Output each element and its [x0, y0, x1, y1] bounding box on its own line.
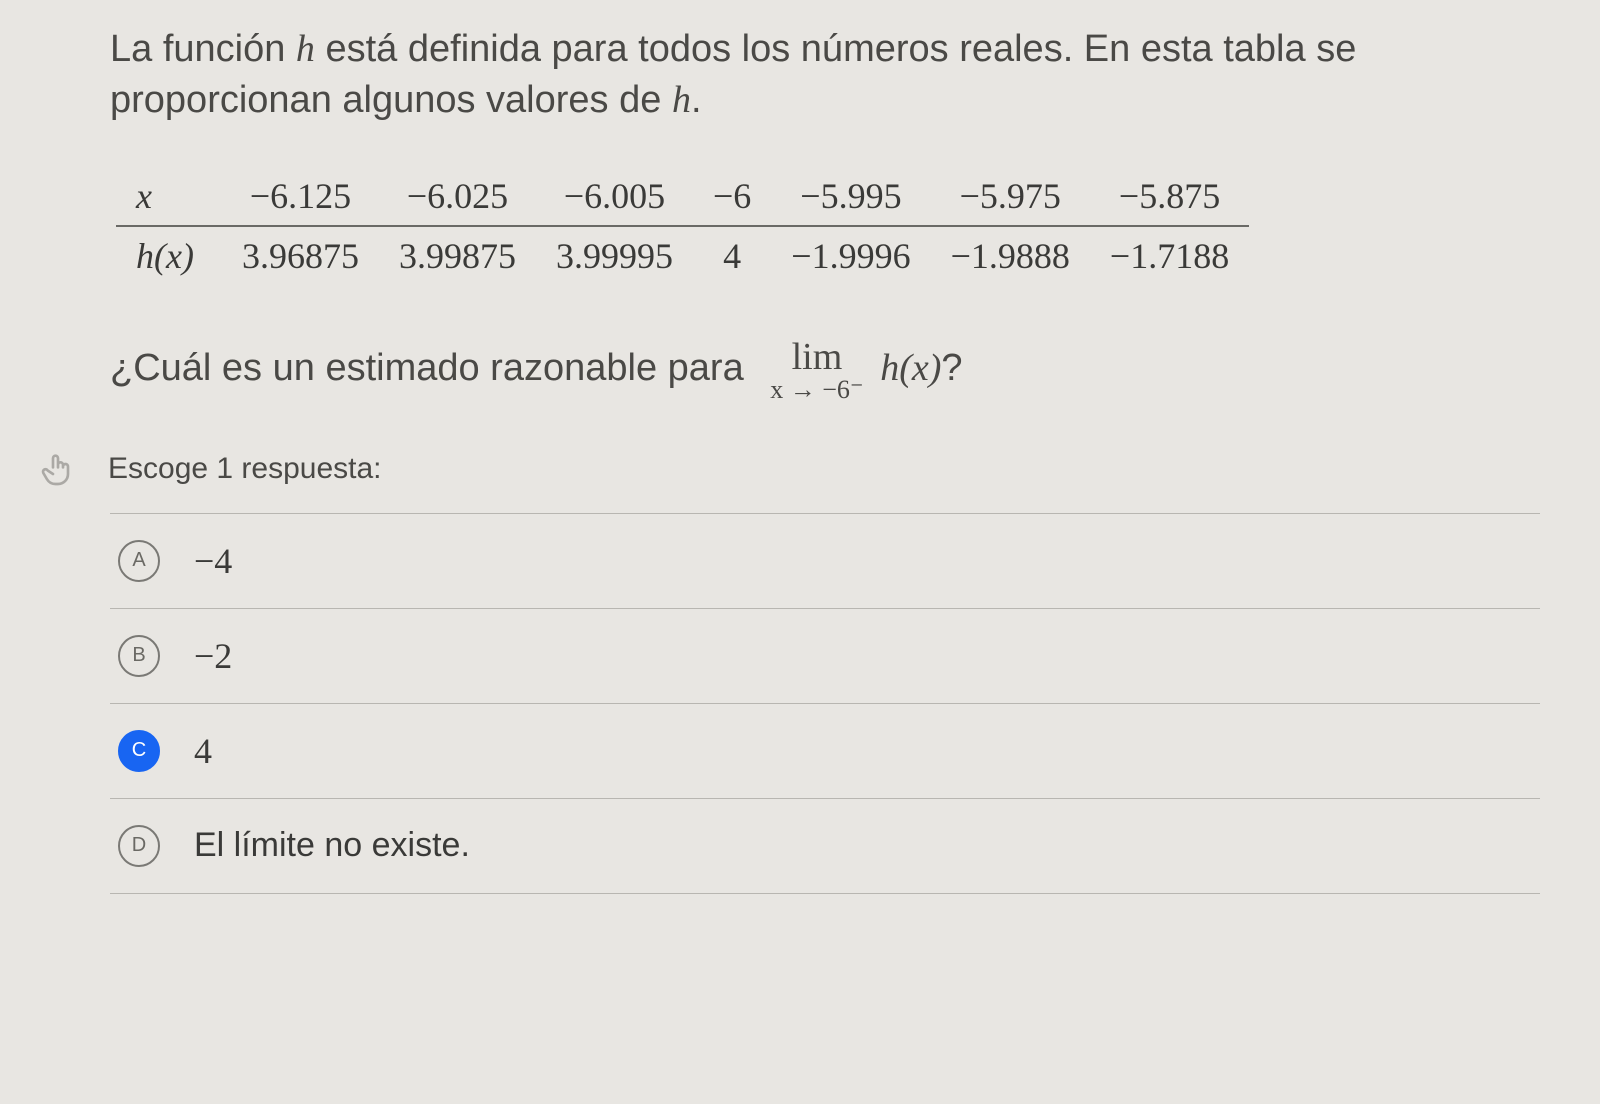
answer-option-d[interactable]: D El límite no existe.: [110, 798, 1540, 894]
radio-letter: B: [132, 644, 145, 667]
question-stem: La función h está definida para todos lo…: [110, 24, 1540, 127]
answer-text-c: 4: [194, 730, 212, 772]
lim-top: lim: [770, 335, 863, 379]
stem-var-h2: h: [672, 79, 691, 121]
cell: 3.96875: [222, 226, 379, 285]
pointer-hand-icon: [38, 449, 78, 489]
cell: −1.7188: [1090, 226, 1249, 285]
cell: −6.025: [379, 167, 536, 226]
cell: −6: [693, 167, 771, 226]
cell: 3.99875: [379, 226, 536, 285]
answer-option-b[interactable]: B −2: [110, 608, 1540, 703]
subq-post: ?: [941, 347, 962, 389]
radio-a[interactable]: A: [118, 540, 160, 582]
cell: −1.9996: [771, 226, 930, 285]
cell: −6.125: [222, 167, 379, 226]
table-row-hx: h(x) 3.96875 3.99875 3.99995 4 −1.9996 −…: [116, 226, 1249, 285]
answer-text-b: −2: [194, 635, 232, 677]
lim-bottom: x → −6⁻: [770, 375, 863, 405]
radio-d[interactable]: D: [118, 825, 160, 867]
subq-pre: ¿Cuál es un estimado razonable para: [110, 347, 744, 389]
stem-var-h: h: [296, 28, 315, 70]
cell: 3.99995: [536, 226, 693, 285]
choose-one-label: Escoge 1 respuesta:: [108, 452, 382, 486]
answer-option-c[interactable]: C 4: [110, 703, 1540, 798]
h-of-x: h(x): [880, 347, 941, 389]
table-row-x: x −6.125 −6.025 −6.005 −6 −5.995 −5.975 …: [116, 167, 1249, 226]
answer-list: A −4 B −2 C 4 D El límite no existe.: [110, 513, 1540, 894]
radio-b[interactable]: B: [118, 635, 160, 677]
cell: −5.875: [1090, 167, 1249, 226]
cell: −6.005: [536, 167, 693, 226]
answer-text-a: −4: [194, 540, 232, 582]
row-header-hx: h(x): [116, 226, 222, 285]
limit-expression: lim x → −6⁻: [770, 335, 863, 405]
answer-text-d: El límite no existe.: [194, 826, 470, 865]
radio-letter: C: [132, 739, 146, 762]
stem-part: .: [691, 79, 702, 121]
question-page: La función h está definida para todos lo…: [0, 0, 1600, 918]
value-table: x −6.125 −6.025 −6.005 −6 −5.995 −5.975 …: [116, 167, 1249, 285]
cell: −5.975: [931, 167, 1090, 226]
cell: −1.9888: [931, 226, 1090, 285]
choose-row: Escoge 1 respuesta:: [38, 449, 1540, 489]
row-header-x: x: [116, 167, 222, 226]
radio-c[interactable]: C: [118, 730, 160, 772]
radio-letter: D: [132, 834, 146, 857]
subquestion: ¿Cuál es un estimado razonable para lim …: [110, 335, 1540, 405]
cell: −5.995: [771, 167, 930, 226]
stem-part: La función: [110, 28, 296, 70]
cell: 4: [693, 226, 771, 285]
radio-letter: A: [132, 549, 145, 572]
answer-option-a[interactable]: A −4: [110, 513, 1540, 608]
